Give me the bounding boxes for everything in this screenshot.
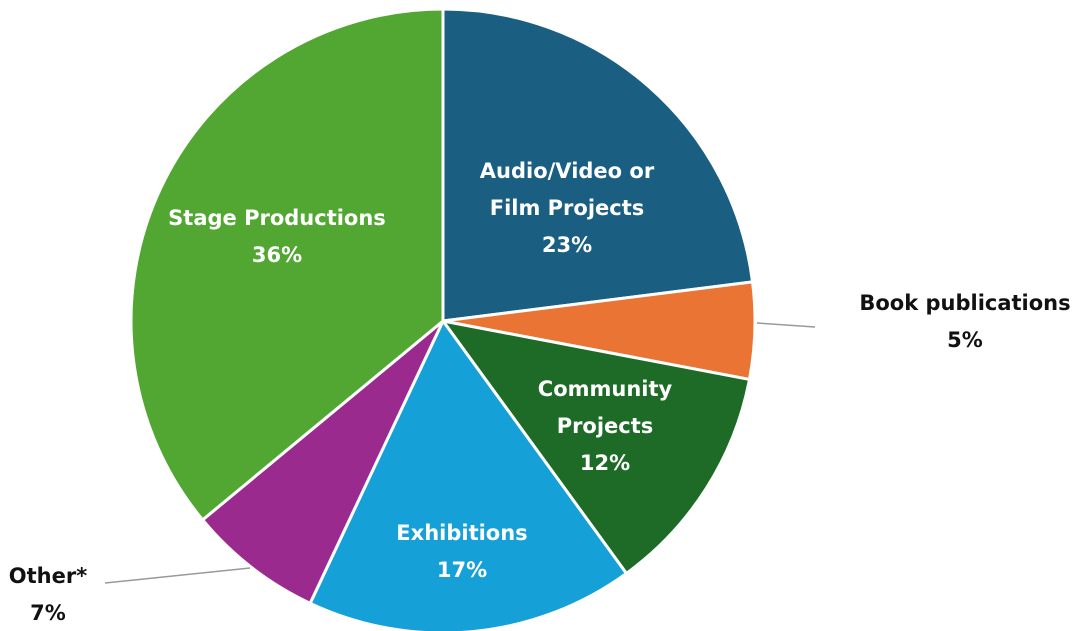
label-line: Film Projects xyxy=(490,196,645,220)
value-label: 17% xyxy=(437,558,487,582)
label-line: Audio/Video or xyxy=(480,159,655,183)
label-line: Stage Productions xyxy=(168,206,386,230)
slice-label: Other* xyxy=(9,564,87,588)
leader-line xyxy=(756,322,816,328)
slice-label: Community Projects xyxy=(538,377,673,438)
slice-label: Stage Productions xyxy=(168,206,386,230)
pie-slice xyxy=(129,7,445,522)
pie-slice xyxy=(200,319,445,606)
label-line: Community xyxy=(538,377,673,401)
slice-label: Exhibitions xyxy=(396,521,527,545)
slice-label: Book publications xyxy=(859,291,1070,315)
value-label: 36% xyxy=(252,243,302,267)
pie-slice xyxy=(439,318,752,576)
value-label: 5% xyxy=(947,328,983,352)
label-line: Book publications xyxy=(859,291,1070,315)
pie-slice xyxy=(308,318,629,631)
value-label: 12% xyxy=(580,451,630,475)
leader-line xyxy=(104,567,251,584)
value-label: 7% xyxy=(30,601,66,625)
slice-label: Audio/Video or Film Projects xyxy=(480,159,655,220)
label-line: Projects xyxy=(557,414,654,438)
pie-slice xyxy=(441,7,755,323)
label-line: Other* xyxy=(9,564,87,588)
value-label: 23% xyxy=(542,233,592,257)
label-line: Exhibitions xyxy=(396,521,527,545)
